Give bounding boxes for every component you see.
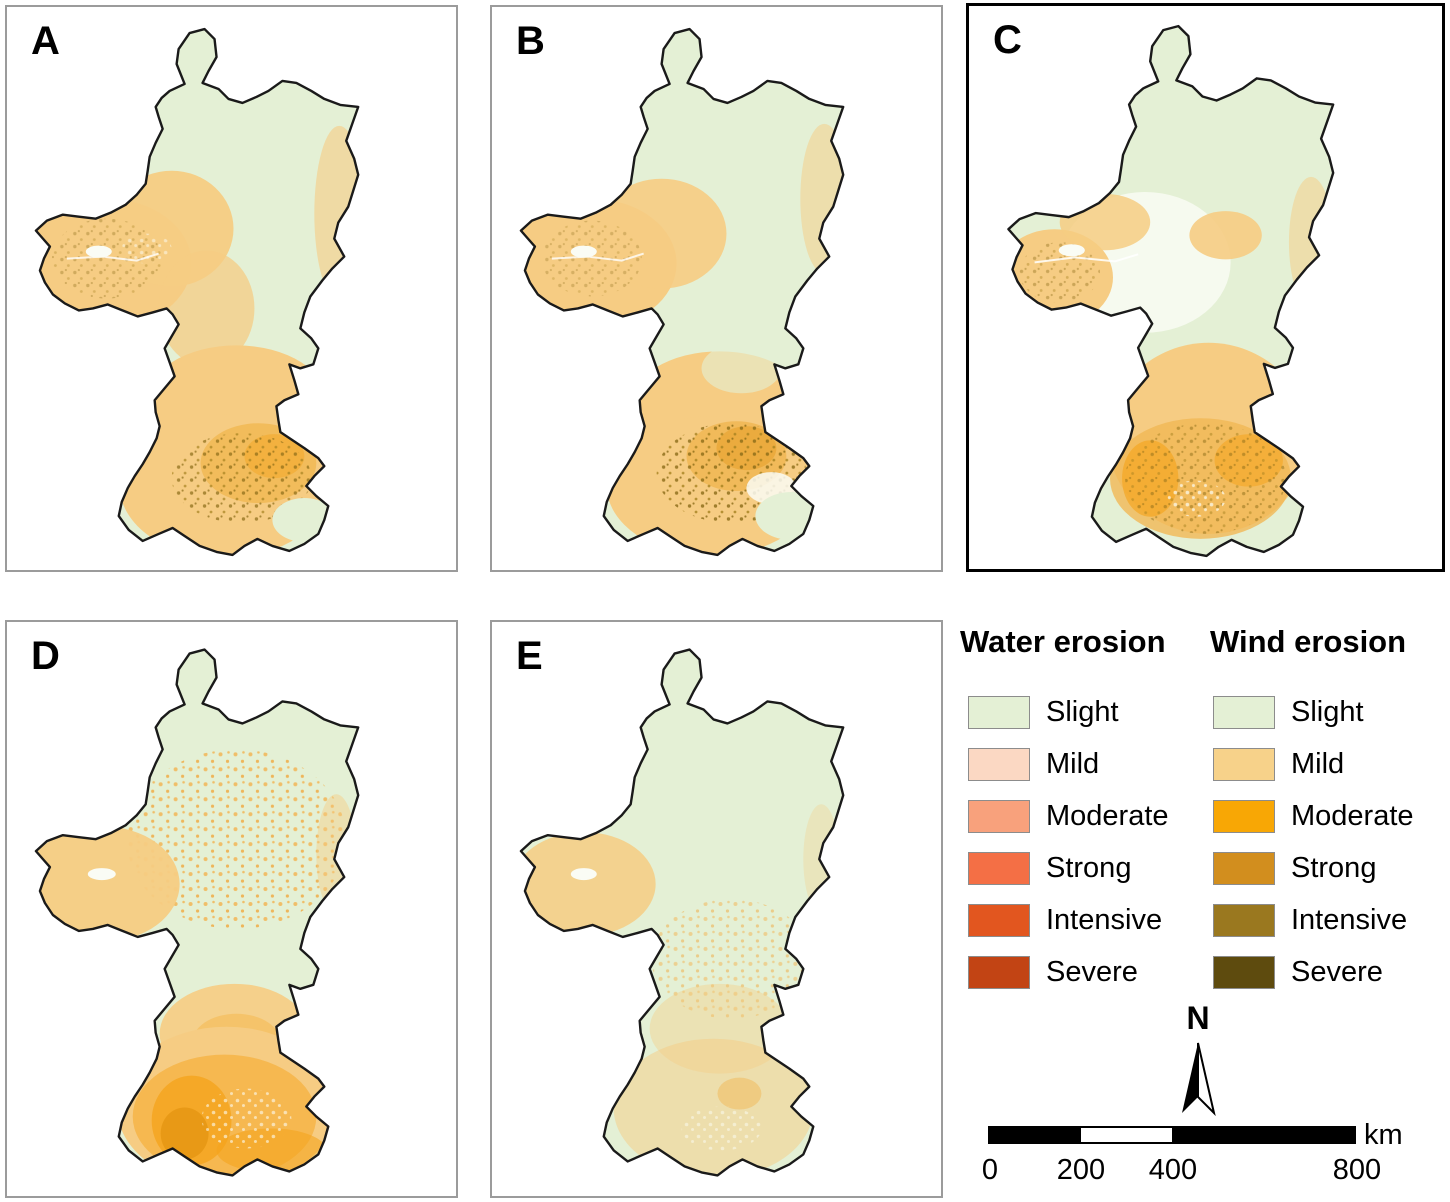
north-label: N [1186,1000,1210,1036]
scale-unit: km [1364,1119,1403,1151]
legend-label: Intensive [1046,903,1163,936]
map-panel-E: E [490,620,943,1198]
legend-column-wind: Slight Mild Moderate Strong Intensive Se… [1213,686,1414,998]
erosion-map-E [519,648,845,1177]
legend-label: Moderate [1291,799,1414,832]
legend-label: Mild [1291,747,1345,780]
scale-tick-400: 400 [1148,1154,1198,1186]
north-arrow: N [1148,1000,1248,1119]
legend-label: Moderate [1046,799,1169,832]
legend-item-wind-mild: Mild [1213,738,1414,790]
legend-item-wind-slight: Slight [1213,686,1414,738]
legend-title-wind: Wind erosion [1210,624,1407,659]
legend-swatch-water-mild [968,747,1030,781]
legend-label: Mild [1046,747,1100,780]
panel-label-D: D [31,634,61,678]
legend-swatch-water-intensive [968,903,1030,937]
legend-item-water-slight: Slight [968,686,1169,738]
erosion-map-C [1007,24,1335,558]
legend-item-wind-strong: Strong [1213,842,1414,894]
legend-label: Slight [1046,695,1119,728]
legend-swatch-water-moderate [968,799,1030,833]
legend-label: Severe [1046,955,1138,988]
legend-swatch-wind-moderate [1213,799,1275,833]
legend-item-water-severe: Severe [968,946,1169,998]
legend-column-water: Slight Mild Moderate Strong Intensive Se… [968,686,1169,998]
panel-label-B: B [516,19,546,63]
legend-swatch-water-strong [968,851,1030,885]
scale-bar-graphic [988,1126,1356,1144]
legend-item-water-mild: Mild [968,738,1169,790]
legend-swatch-water-severe [968,955,1030,989]
scale-segment-white [1081,1128,1172,1142]
erosion-map-B [519,27,845,557]
legend-swatch-wind-slight [1213,695,1275,729]
scale-tick-200: 200 [1056,1154,1106,1186]
map-panel-D: D [5,620,458,1198]
legend-swatch-wind-strong [1213,851,1275,885]
legend-item-water-strong: Strong [968,842,1169,894]
legend-item-wind-moderate: Moderate [1213,790,1414,842]
erosion-map-D [34,648,360,1177]
scale-segment-black [990,1128,1081,1142]
scale-tick-800: 800 [1332,1154,1382,1186]
scale-segment-black [1172,1128,1354,1142]
scale-tick-0: 0 [981,1154,999,1186]
map-panel-C: C [966,3,1445,572]
panel-label-A: A [31,19,61,63]
legend-swatch-water-slight [968,695,1030,729]
legend-label: Slight [1291,695,1364,728]
legend-swatch-wind-severe [1213,955,1275,989]
legend: Water erosion Wind erosion Slight Mild M… [952,616,1450,1202]
panel-label-C: C [993,18,1023,62]
erosion-map-A [34,27,360,557]
legend-item-water-moderate: Moderate [968,790,1169,842]
legend-swatch-wind-mild [1213,747,1275,781]
legend-item-wind-severe: Severe [1213,946,1414,998]
north-arrow-icon [1182,1042,1216,1117]
panel-label-E: E [516,634,544,678]
map-panel-A: A [5,5,458,572]
legend-swatch-wind-intensive [1213,903,1275,937]
legend-title-water: Water erosion [960,624,1166,659]
legend-label: Severe [1291,955,1383,988]
legend-label: Intensive [1291,903,1408,936]
map-panel-B: B [490,5,943,572]
scale-bar: km 0 200 400 800 [982,1119,1418,1196]
legend-item-water-intensive: Intensive [968,894,1169,946]
legend-label: Strong [1046,851,1132,884]
legend-label: Strong [1291,851,1377,884]
legend-item-wind-intensive: Intensive [1213,894,1414,946]
